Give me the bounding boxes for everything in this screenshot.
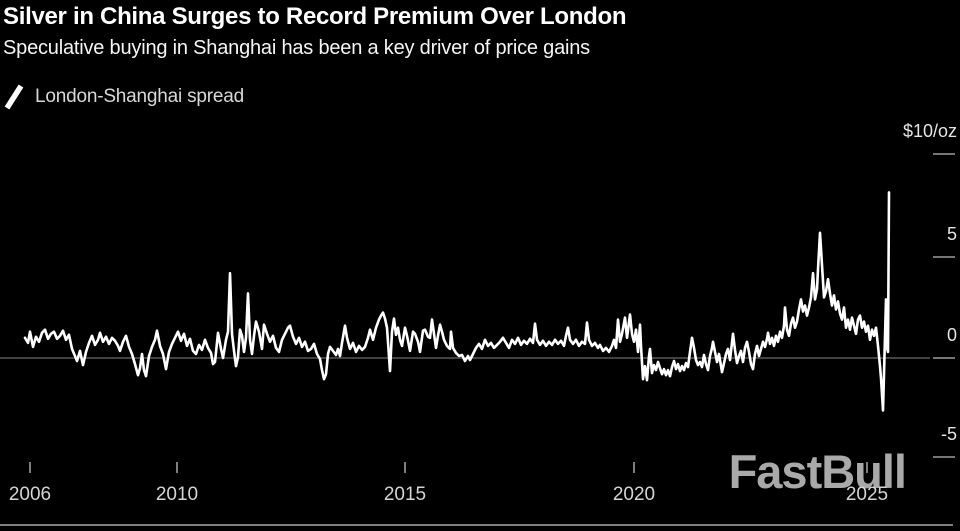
x-axis-label: 2010 (156, 484, 198, 505)
chart-header: Silver in China Surges to Record Premium… (3, 2, 627, 61)
y-axis-label: 5 (947, 224, 957, 244)
x-axis-label: 2025 (846, 484, 888, 505)
legend-item-label: London-Shanghai spread (35, 85, 244, 107)
spread-line (23, 191, 891, 412)
legend-slash-icon (4, 84, 24, 110)
fastbull-watermark: FastBull (729, 445, 906, 498)
y-axis-label: $10/oz (903, 121, 957, 141)
x-axis-label: 2020 (613, 484, 655, 505)
x-axis-label: 2015 (384, 484, 426, 505)
x-axis-label: 2006 (9, 484, 51, 505)
y-axis-label: 0 (947, 325, 957, 345)
page-title: Silver in China Surges to Record Premium… (3, 3, 627, 30)
y-axis-label: -5 (941, 424, 957, 444)
legend: London-Shanghai spread (3, 83, 244, 110)
page-subtitle: Speculative buying in Shanghai has been … (3, 37, 590, 59)
